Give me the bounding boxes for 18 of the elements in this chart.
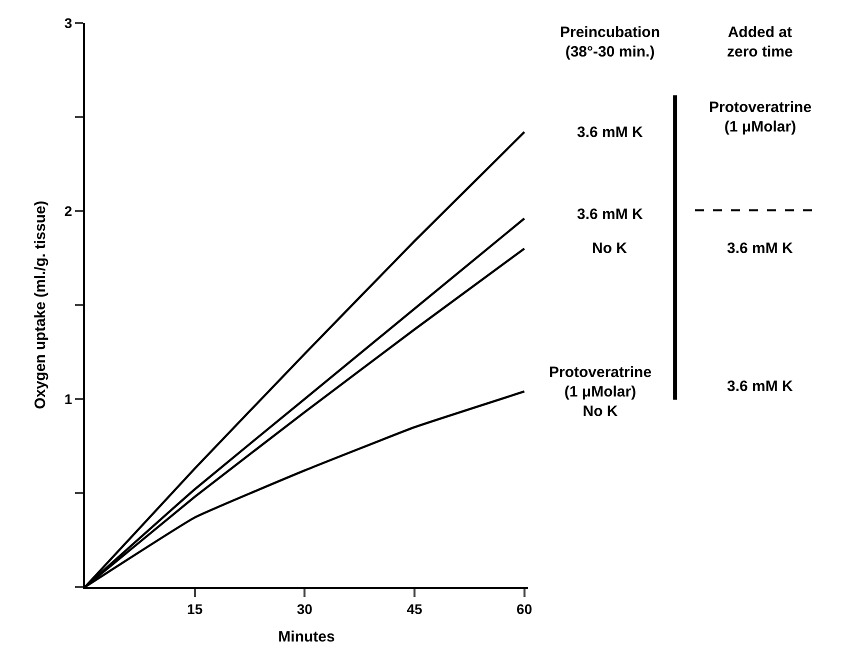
text: 3.6 mM K: [727, 378, 794, 395]
text: Added at zero time: [727, 24, 793, 60]
text: 3.6 mM K: [727, 240, 794, 257]
text: Preincubation (38°-30 min.): [560, 24, 660, 60]
x-axis-title: Minutes: [278, 628, 335, 646]
y-tick-label: 2: [64, 202, 72, 219]
x-tick-label: 45: [406, 600, 422, 617]
text: 3.6 mM K: [577, 124, 644, 141]
text: Protoveratrine (1 μMolar) No K: [549, 364, 652, 420]
text: Protoveratrine (1 μMolar): [709, 99, 812, 136]
x-tick-label: 30: [296, 600, 313, 617]
text: No K: [592, 240, 628, 257]
text: 3.6 mM K: [577, 206, 644, 223]
x-tick-label: 15: [187, 600, 203, 617]
y-tick-label: 3: [64, 14, 72, 31]
y-tick-label: 1: [64, 390, 72, 407]
x-tick-label: 60: [516, 600, 532, 617]
y-axis-title: Oxygen uptake (ml./g. tissue): [32, 200, 50, 410]
